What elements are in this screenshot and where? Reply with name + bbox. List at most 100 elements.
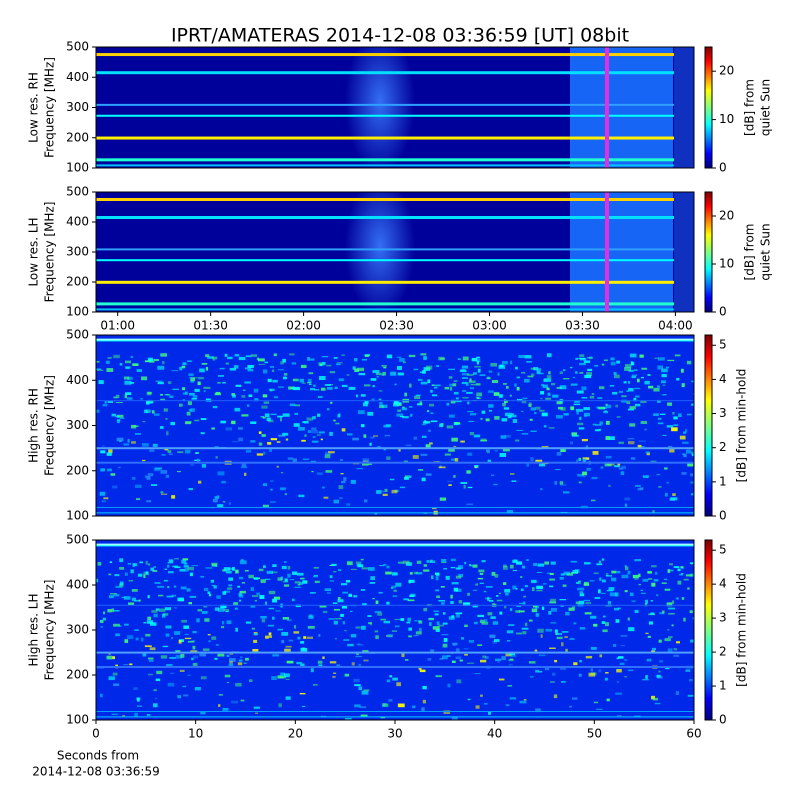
speckle: [548, 371, 551, 375]
speckle: [651, 565, 657, 568]
speckle: [485, 656, 489, 660]
speckle: [508, 664, 513, 666]
speckle: [250, 421, 257, 424]
speckle: [184, 391, 188, 395]
speckle: [240, 466, 248, 469]
x-tick-label: 40: [487, 727, 502, 741]
speckle: [608, 587, 615, 591]
speckle: [556, 636, 563, 640]
speckle: [186, 411, 191, 416]
speckle: [291, 362, 297, 365]
speckle: [450, 567, 456, 569]
speckle: [355, 656, 362, 658]
speckle: [208, 593, 212, 597]
speckle: [685, 669, 691, 672]
speckle: [435, 573, 440, 577]
speckle: [559, 385, 567, 390]
y-tick-label: 500: [66, 533, 89, 547]
speckle: [644, 428, 647, 431]
colorbar-tick-label: 2: [719, 645, 727, 659]
speckle: [394, 383, 397, 386]
speckle: [174, 566, 181, 569]
speckle: [97, 561, 102, 566]
colorbar: [704, 191, 713, 313]
speckle: [438, 624, 445, 627]
speckle: [472, 589, 478, 592]
speckle: [481, 621, 489, 625]
speckle: [596, 563, 603, 566]
speckle: [455, 575, 462, 579]
speckle: [417, 620, 422, 623]
speckle: [308, 372, 314, 375]
speckle: [404, 477, 409, 480]
speckle: [420, 453, 428, 456]
speckle: [657, 357, 665, 361]
speckle: [608, 436, 615, 441]
speckle: [479, 572, 484, 575]
speckle: [507, 685, 513, 687]
speckle: [169, 657, 176, 659]
speckle: [153, 689, 157, 692]
speckle: [448, 448, 455, 452]
speckle: [277, 577, 283, 581]
y-tick-label: 500: [66, 328, 89, 342]
speckle: [671, 624, 674, 627]
speckle: [679, 435, 686, 440]
speckle: [391, 489, 398, 494]
speckle: [406, 621, 411, 624]
speckle: [414, 395, 421, 400]
speckle: [477, 577, 483, 580]
speckle: [405, 444, 412, 447]
speckle: [205, 367, 209, 371]
speckle: [198, 376, 204, 380]
speckle: [408, 627, 413, 631]
speckle: [540, 391, 545, 395]
speckle: [167, 586, 170, 589]
speckle: [267, 378, 272, 383]
speckle: [578, 600, 585, 605]
speckle: [130, 356, 133, 358]
speckle: [225, 362, 229, 365]
speckle: [508, 624, 515, 627]
speckle: [521, 399, 527, 404]
speckle: [241, 395, 246, 398]
speckle: [475, 383, 481, 386]
speckle: [435, 675, 442, 678]
speckle: [389, 675, 393, 678]
speckle: [615, 692, 622, 695]
speckle: [177, 451, 184, 454]
speckle: [480, 418, 483, 420]
speckle: [624, 658, 628, 662]
speckle: [512, 419, 518, 424]
speckle: [260, 416, 265, 418]
speckle: [618, 467, 624, 470]
speckle: [234, 407, 241, 412]
speckle: [571, 434, 579, 437]
speckle: [467, 401, 470, 405]
speckle: [498, 394, 503, 398]
speckle: [505, 704, 510, 707]
speckle: [186, 588, 191, 592]
speckle: [469, 564, 473, 567]
speckle: [521, 433, 529, 435]
speckle: [253, 639, 258, 643]
speckle: [190, 464, 195, 466]
speckle: [364, 499, 368, 503]
speckle: [693, 580, 694, 583]
speckle: [380, 618, 386, 621]
speckle: [342, 591, 348, 594]
speckle: [317, 413, 321, 417]
speckle: [535, 613, 539, 617]
y-tick-label: 200: [66, 463, 89, 477]
speckle: [577, 422, 584, 426]
speckle: [131, 597, 137, 601]
speckle: [174, 631, 181, 635]
speckle: [201, 611, 208, 614]
band: [96, 158, 694, 162]
speckle: [640, 401, 647, 403]
speckle: [473, 434, 481, 438]
speckle: [241, 463, 247, 468]
speckle: [624, 503, 628, 507]
speckle: [291, 598, 295, 600]
speckle: [678, 413, 682, 418]
